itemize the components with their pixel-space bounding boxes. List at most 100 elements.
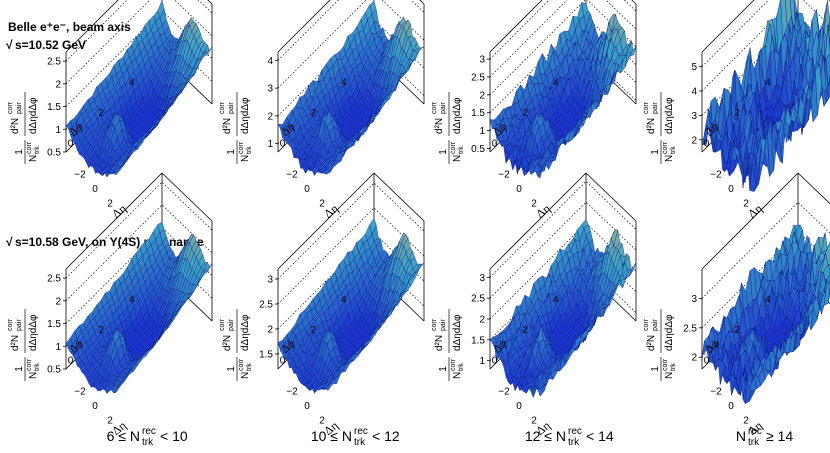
eta-tick-label: 2 [319,415,325,426]
z-tick-label: 3 [691,111,697,122]
bin-label-post: ≥ 14 [766,428,793,444]
box-edge [373,172,425,222]
box-edge [419,0,425,5]
y-label-one: 1 [438,366,449,372]
bin-label-pre: 10 ≤ N [311,428,352,444]
y-label-num-den: dΔηdΔφ [664,97,675,134]
y-label-num-den: dΔηdΔφ [240,314,251,351]
phi-tick-label: 4 [341,77,347,88]
z-tick-label: 3 [479,55,485,66]
phi-axis-title: Δϕ [66,119,86,139]
box-edge [161,172,213,222]
y-label-num-sub: pair [228,102,235,114]
z-tick-label: 2.5 [259,300,273,311]
phi-tick-label: 4 [765,77,771,88]
bin-label-pre: N [736,428,746,444]
z-tick-label: 0.5 [47,365,61,376]
z-tick-label: 3 [479,273,485,284]
z-tick-label: 4 [691,87,697,98]
phi-tick-label: 2 [522,325,528,336]
z-tick-label: 2 [691,353,697,364]
z-tick-label: 1 [267,139,273,150]
bin-label-post: < 10 [160,428,188,444]
y-label-num-sup: corr [643,318,650,331]
y-label-den-sup: corr [450,358,457,371]
phi-tick-label: 0 [68,139,74,150]
box-edge [207,0,213,5]
eta-tick-label: −2 [498,170,510,181]
eta-axis-title: Δη [109,201,129,221]
y-label-num: d²N [10,118,21,134]
y-label-den: N [240,155,251,162]
phi-tick-label: 4 [765,294,771,305]
phi-tick-label: 0 [280,356,286,367]
y-label-one: 1 [650,149,661,155]
y-label-num: d²N [646,335,657,351]
eta-tick-label: −2 [286,170,298,181]
energy-text-bottom: s=10.58 GeV, on Υ(4S) resonance [15,235,204,249]
y-label-num: d²N [646,118,657,134]
phi-tick-label: 2 [310,108,316,119]
z-tick-label: 4 [267,56,273,67]
box-edge [65,0,119,53]
bin-label-sub: trk [354,437,366,448]
y-label-den-sub: trk [34,363,41,371]
box-edge [277,0,331,53]
surface-cell [113,385,121,394]
y-label-num-sub: pair [228,319,235,331]
y-label-num-sub: pair [652,319,659,331]
surface-mesh [277,0,425,176]
z-tick-label: 1 [479,356,485,367]
y-label-den-sup: corr [662,141,669,154]
bin-label-sup: rec [354,426,368,437]
y-label-den-sup: corr [238,141,245,154]
eta-tick-label: 2 [743,198,749,209]
eta-tick-label: 0 [92,401,98,412]
y-label-den-sub: trk [458,363,465,371]
sqrt-glyph: √ [6,235,13,249]
phi-tick-label: 2 [98,325,104,336]
z-tick-label: 2 [479,90,485,101]
eta-tick-label: −2 [710,387,722,398]
box-edge [65,172,163,270]
y-label-den-sup: corr [26,358,33,371]
y-label-den-sub: trk [246,146,253,154]
surface-cell [325,167,333,175]
y-label-one: 1 [438,149,449,155]
z-tick-label: 2 [479,315,485,326]
y-label-num-den: dΔηdΔφ [452,97,463,134]
y-label-den-sup: corr [238,358,245,371]
surface-mesh [701,0,830,192]
z-tick-label: 2.5 [471,294,485,305]
y-label-one: 1 [650,366,661,372]
z-tick-label: 1 [479,126,485,137]
y-label-den: N [452,155,463,162]
eta-tick-label: 0 [516,401,522,412]
phi-axis-title: Δϕ [702,119,722,139]
z-tick-label: 1 [55,342,61,353]
z-tick-label: 1.5 [259,350,273,361]
eta-axis-title: Δη [745,418,765,438]
phi-tick-label: 4 [553,77,559,88]
y-label-num-sub: pair [652,102,659,114]
y-label-num-sup: corr [219,318,226,331]
box-edge [489,172,587,270]
eta-tick-label: 0 [304,401,310,412]
z-tick-label: 0.5 [471,144,485,155]
surface-cell [537,162,545,179]
eta-tick-label: −2 [74,387,86,398]
bin-label-sub: trk [568,437,580,448]
phi-tick-label: 0 [704,356,710,367]
surface-cell [113,168,121,176]
eta-axis-title: Δη [109,418,129,438]
eta-tick-label: 2 [531,415,537,426]
box-edge [701,172,799,270]
y-label-num: d²N [10,335,21,351]
